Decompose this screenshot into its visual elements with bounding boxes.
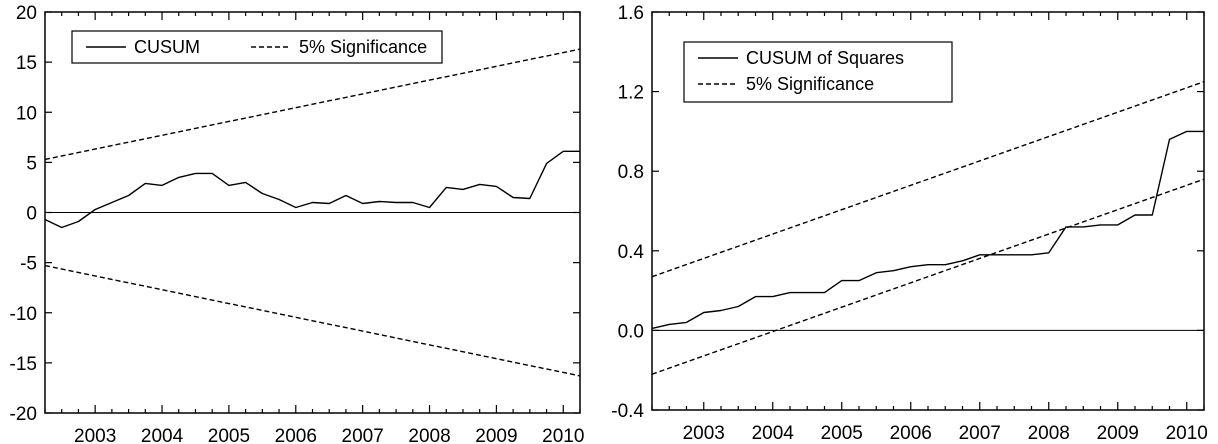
- legend-label: 5% Significance: [746, 74, 874, 94]
- x-tick-label: 2003: [683, 423, 725, 444]
- x-tick-label: 2007: [959, 423, 1001, 444]
- x-tick-label: 2009: [1097, 423, 1139, 444]
- legend-label: 5% Significance: [299, 37, 427, 57]
- legend-label: CUSUM of Squares: [746, 48, 904, 68]
- x-tick-label: 2008: [408, 426, 450, 444]
- y-tick-label: 15: [16, 53, 37, 74]
- y-tick-label: -15: [10, 354, 37, 375]
- y-tick-label: 0.8: [618, 162, 644, 183]
- x-tick-label: 2005: [821, 423, 863, 444]
- y-tick-label: 0.4: [618, 242, 645, 263]
- x-tick-label: 2004: [752, 423, 795, 444]
- legend-label: CUSUM: [134, 37, 200, 57]
- x-tick-label: 2006: [275, 426, 317, 444]
- x-tick-label: 2006: [890, 423, 932, 444]
- y-tick-label: -0.4: [611, 401, 644, 422]
- x-tick-label: 2003: [74, 426, 116, 444]
- y-tick-label: 10: [16, 103, 37, 124]
- cusum-chart: 20 15 10 5 0 -5 -10 -15 -20 2003 2004 2005 2006 2007 2…: [10, 3, 585, 444]
- legend-box: [683, 41, 953, 103]
- y-tick-label: 20: [16, 3, 37, 24]
- x-tick-label: 2007: [342, 426, 384, 444]
- x-tick-label: 2005: [208, 426, 250, 444]
- y-tick-label: -5: [20, 254, 37, 275]
- significance-band-line: [44, 264, 581, 377]
- x-tick-label: 2008: [1028, 423, 1070, 444]
- legend-box: [71, 30, 443, 64]
- significance-band-line: [44, 48, 581, 161]
- y-tick-label: 1.2: [618, 83, 644, 104]
- y-tick-label: 0.0: [618, 321, 644, 342]
- significance-band-line: [651, 81, 1205, 278]
- series-line-cusum: [44, 150, 580, 229]
- y-tick-label: 1.6: [618, 3, 644, 24]
- x-tick-label: 2009: [475, 426, 517, 444]
- legend: CUSUM 5% Significance: [71, 30, 443, 64]
- significance-band-line: [651, 178, 1205, 375]
- legend: CUSUM of Squares 5% Significance: [683, 41, 953, 103]
- y-tick-label: 0: [26, 204, 37, 225]
- series-line-cusum-of-squares: [651, 130, 1204, 330]
- x-tick-label: 2004: [141, 426, 184, 444]
- y-tick-label: -10: [10, 304, 37, 325]
- y-tick-label: -20: [10, 404, 37, 425]
- x-tick-label: 2010: [542, 426, 584, 444]
- cusum-of-squares-chart: 1.6 1.2 0.8 0.4 0.0 -0.4 2003 2004 2005 2006 2007 2…: [611, 3, 1208, 444]
- y-tick-label: 5: [26, 153, 37, 174]
- x-tick-label: 2010: [1166, 423, 1208, 444]
